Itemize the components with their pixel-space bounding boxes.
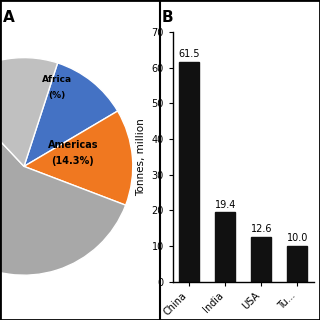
Text: 10.0: 10.0 xyxy=(287,233,308,243)
Text: 12.6: 12.6 xyxy=(251,224,272,234)
Bar xyxy=(179,62,199,282)
Bar xyxy=(251,237,271,282)
Text: B: B xyxy=(162,10,173,25)
Wedge shape xyxy=(0,87,126,275)
Text: A: A xyxy=(3,10,15,25)
Wedge shape xyxy=(24,63,118,166)
Text: (%): (%) xyxy=(48,91,65,100)
Text: Africa: Africa xyxy=(42,75,72,84)
Y-axis label: Tonnes, million: Tonnes, million xyxy=(136,118,146,196)
Text: 19.4: 19.4 xyxy=(214,200,236,210)
Text: Americas: Americas xyxy=(48,140,98,150)
Wedge shape xyxy=(24,111,133,205)
Text: (14.3%): (14.3%) xyxy=(52,156,94,166)
Bar xyxy=(215,212,235,282)
Bar xyxy=(287,246,307,282)
Text: 61.5: 61.5 xyxy=(178,50,200,60)
Wedge shape xyxy=(0,58,58,166)
